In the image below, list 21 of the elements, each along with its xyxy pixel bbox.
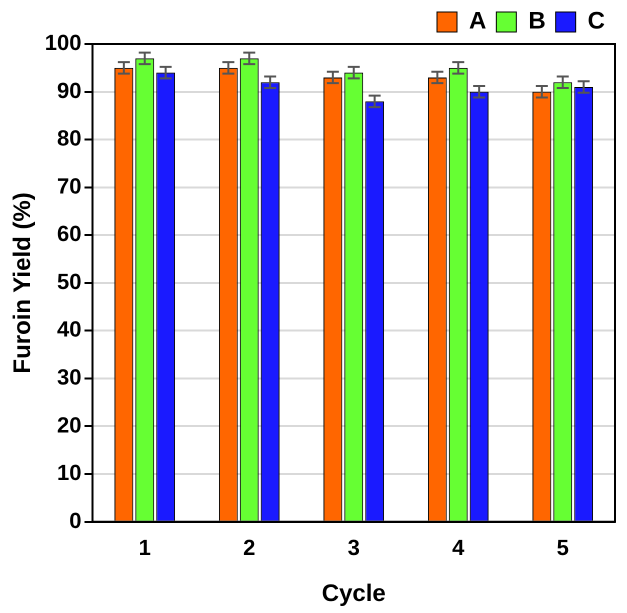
- y-tick-label: 50: [57, 268, 82, 294]
- x-tick-label: 3: [348, 535, 360, 560]
- y-tick-label: 10: [57, 460, 82, 486]
- y-tick-label: 100: [44, 30, 82, 56]
- legend-label: C: [588, 8, 606, 35]
- x-tick-label: 4: [452, 535, 466, 560]
- y-tick-label: 0: [69, 508, 82, 533]
- y-tick-label: 30: [57, 364, 82, 390]
- x-axis-title: Cycle: [322, 580, 386, 608]
- legend-label: B: [528, 8, 546, 35]
- y-tick-label: 40: [57, 316, 82, 342]
- y-tick-label: 80: [57, 126, 82, 151]
- legend-label: A: [469, 8, 486, 35]
- x-tick-label: 5: [556, 535, 569, 560]
- y-tick-label: 20: [57, 412, 82, 438]
- y-tick-label: 70: [57, 173, 82, 198]
- y-axis-title: Furoin Yield (%): [9, 192, 36, 374]
- y-tick-label: 60: [57, 221, 82, 246]
- x-tick-label: 1: [138, 535, 151, 560]
- y-tick-label: 90: [57, 78, 82, 103]
- x-tick-label: 2: [243, 535, 256, 560]
